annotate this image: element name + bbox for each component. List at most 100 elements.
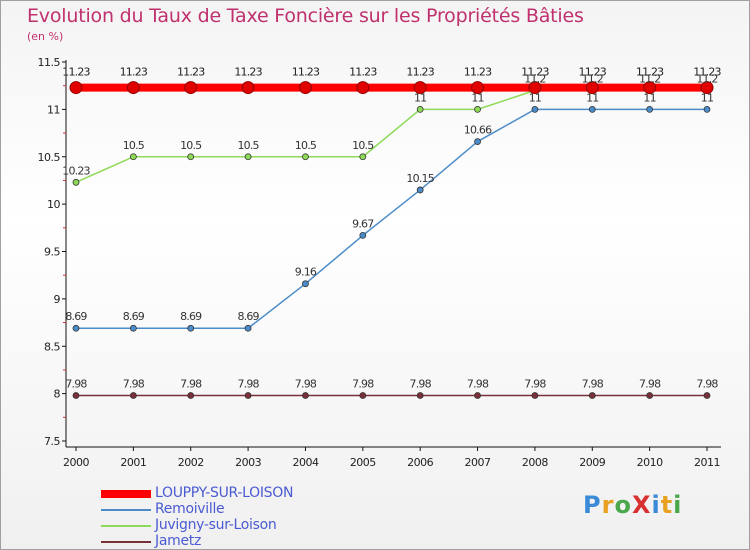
- data-label: 9.67: [352, 217, 374, 230]
- data-label: 7.98: [352, 378, 374, 391]
- data-point: [187, 392, 195, 399]
- data-label: 7.98: [467, 378, 489, 391]
- data-point: [302, 280, 309, 288]
- data-label: 10.5: [180, 139, 202, 152]
- data-point: [129, 392, 137, 399]
- data-point: [643, 81, 657, 95]
- data-point: [356, 81, 370, 95]
- logo-letter: i: [673, 491, 683, 519]
- x-tick-label: 2010: [637, 456, 663, 469]
- data-point: [69, 81, 83, 95]
- data-label: 11.23: [234, 66, 262, 79]
- x-tick-label: 2007: [465, 456, 491, 469]
- x-tick-label: 2004: [292, 456, 318, 469]
- data-label: 7.98: [295, 378, 317, 391]
- x-tick-label: 2011: [694, 456, 720, 469]
- data-point: [646, 105, 654, 113]
- data-point: [474, 392, 481, 399]
- data-point: [531, 392, 539, 399]
- data-label: 11: [643, 91, 655, 104]
- data-point: [244, 392, 252, 399]
- logo-letter: i: [651, 491, 661, 519]
- data-label: 10.5: [123, 139, 145, 152]
- legend-swatch: [101, 525, 151, 527]
- data-label: 11.23: [636, 66, 664, 79]
- data-point: [703, 105, 711, 113]
- data-point: [359, 392, 367, 399]
- x-tick-label: 2006: [407, 456, 433, 469]
- data-point: [531, 105, 539, 113]
- x-tick-label: 2000: [63, 456, 89, 469]
- data-label: 8.69: [123, 310, 145, 323]
- data-point: [703, 392, 711, 399]
- data-label: 11.23: [521, 66, 549, 79]
- y-tick-label: 9.5: [44, 246, 60, 259]
- data-point: [588, 105, 596, 113]
- logo-letter: r: [601, 491, 615, 519]
- data-label: 11: [586, 91, 598, 104]
- data-point: [187, 153, 195, 161]
- data-point: [700, 81, 714, 95]
- data-label: 7.98: [524, 378, 546, 391]
- data-label: 11.2: [582, 72, 603, 85]
- data-label: 7.98: [237, 378, 259, 391]
- legend-swatch: [101, 541, 151, 543]
- data-label: 11.2: [639, 72, 660, 85]
- series-line: [76, 108, 707, 329]
- x-tick-label: 2005: [350, 456, 376, 469]
- data-label: 11.23: [693, 66, 721, 79]
- data-point: [474, 105, 481, 113]
- data-point: [413, 81, 427, 95]
- y-tick-label: 8: [54, 388, 61, 401]
- series-0: [69, 81, 714, 95]
- data-point: [302, 392, 309, 399]
- data-point: [585, 81, 599, 95]
- data-label: 7.98: [180, 378, 202, 391]
- series-2: [72, 87, 711, 186]
- x-tick-label: 2008: [522, 456, 548, 469]
- data-label: 7.98: [410, 378, 432, 391]
- data-point: [359, 153, 367, 161]
- data-label: 11.23: [62, 66, 90, 79]
- data-label: 11: [414, 91, 426, 104]
- data-label: 10.5: [237, 139, 259, 152]
- data-label: 11.23: [579, 66, 607, 79]
- series-1: [72, 105, 711, 332]
- y-tick-label: 7.5: [44, 435, 60, 448]
- data-label: 10.23: [62, 164, 90, 177]
- proxiti-logo: ProXiti: [583, 491, 682, 519]
- logo-letter: P: [583, 491, 602, 519]
- data-label: 11.23: [120, 66, 148, 79]
- data-label: 7.98: [639, 378, 661, 391]
- data-point: [129, 324, 137, 332]
- data-point: [72, 178, 80, 186]
- data-label: 7.98: [65, 378, 87, 391]
- data-point: [302, 153, 309, 161]
- data-point: [187, 324, 195, 332]
- y-tick-label: 11: [47, 103, 60, 116]
- series-line: [75, 89, 707, 184]
- x-tick-label: 2001: [120, 456, 146, 469]
- data-point: [416, 392, 424, 399]
- data-point: [474, 138, 481, 145]
- legend-swatch: [101, 509, 151, 511]
- data-point: [244, 324, 252, 332]
- data-point: [646, 392, 654, 399]
- data-point: [588, 392, 596, 399]
- data-point: [528, 81, 542, 95]
- logo-letter: o: [614, 491, 632, 519]
- y-tick-label: 9: [54, 293, 61, 306]
- data-label: 10.15: [406, 172, 434, 185]
- data-label: 11.2: [696, 72, 717, 85]
- y-unit-label: (en %): [27, 30, 64, 43]
- y-tick-label: 10: [47, 198, 60, 211]
- data-point: [359, 231, 367, 239]
- data-label: 11.23: [292, 66, 320, 79]
- data-point: [184, 81, 198, 95]
- data-point: [72, 392, 80, 399]
- data-label: 10.5: [352, 139, 374, 152]
- data-point: [416, 186, 424, 194]
- x-tick-label: 2002: [178, 456, 204, 469]
